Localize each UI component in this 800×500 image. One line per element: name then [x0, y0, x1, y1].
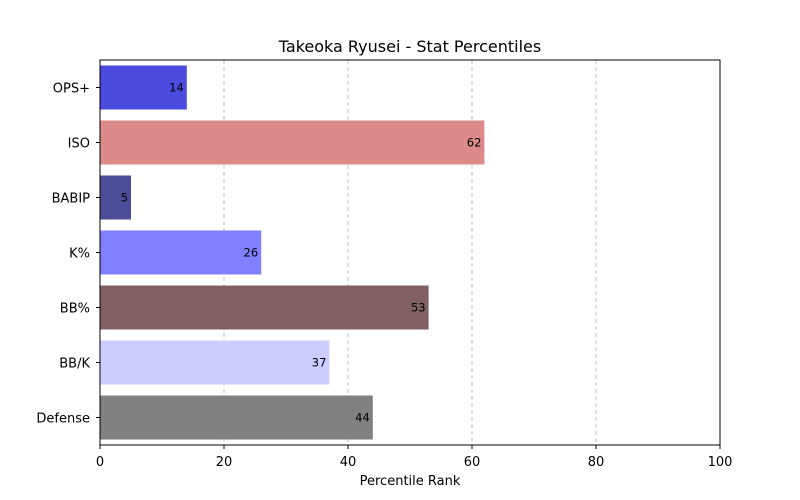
bar — [100, 175, 131, 220]
bar-value-label: 26 — [244, 246, 259, 260]
y-tick-label: BB/K — [59, 357, 90, 372]
bar-value-label: 62 — [467, 136, 482, 150]
bar-value-label: 53 — [411, 301, 426, 315]
x-tick-label: 40 — [340, 455, 357, 470]
bar-value-label: 5 — [121, 191, 128, 205]
x-tick-label: 80 — [588, 455, 605, 470]
bar — [100, 395, 373, 440]
bar-value-label: 44 — [355, 411, 370, 425]
y-tick-label: K% — [69, 247, 90, 262]
y-tick-label: ISO — [68, 137, 90, 152]
bar — [100, 340, 330, 385]
x-tick-label: 100 — [708, 455, 733, 470]
x-axis-label: Percentile Rank — [360, 474, 461, 489]
x-tick-label: 60 — [464, 455, 481, 470]
y-tick-label: Defense — [36, 412, 90, 427]
y-tick-label: OPS+ — [53, 82, 90, 97]
grid-layer — [223, 60, 597, 445]
y-tick-label: BABIP — [52, 192, 91, 207]
bar — [100, 230, 262, 275]
data-label-layer: 14 62 5 26 53 37 44 — [121, 81, 482, 425]
bar-value-label: 37 — [312, 356, 327, 370]
bar — [100, 65, 187, 110]
x-tick-label: 20 — [216, 455, 233, 470]
y-tick-label: BB% — [60, 302, 90, 317]
chart-title: Takeoka Ryusei - Stat Percentiles — [278, 37, 541, 56]
bar — [100, 285, 429, 330]
x-axis: 0 20 40 60 80 100 — [96, 445, 733, 470]
x-tick-label: 0 — [96, 455, 104, 470]
bar-layer — [100, 65, 485, 440]
bar — [100, 120, 485, 165]
bar-value-label: 14 — [169, 81, 184, 95]
y-axis: OPS+ ISO BABIP K% BB% BB/K Defense — [36, 82, 100, 427]
